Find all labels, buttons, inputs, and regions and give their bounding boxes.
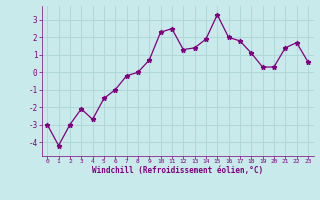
X-axis label: Windchill (Refroidissement éolien,°C): Windchill (Refroidissement éolien,°C) [92, 166, 263, 175]
